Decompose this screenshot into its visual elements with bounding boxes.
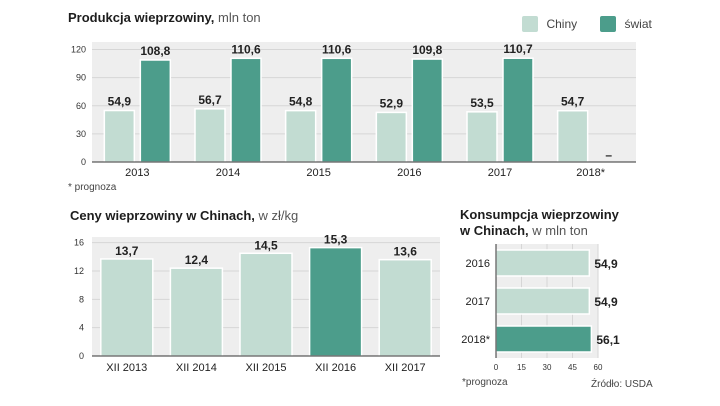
bar-world xyxy=(320,57,353,163)
bar-china xyxy=(466,111,498,163)
production-chart: 0 30 60 90 120 54,9 108,8 2013 56,7 110,6 2014 54,8… xyxy=(71,42,636,179)
data-label: 13,6 xyxy=(394,245,418,259)
x-tick-label: 30 xyxy=(543,363,552,372)
source-label: Źródło: USDA xyxy=(591,379,653,390)
x-tick-label: XII 2017 xyxy=(385,362,426,374)
bar-china xyxy=(375,111,408,163)
prices-title: Ceny wieprzowiny w Chinach, w zł/kg xyxy=(70,208,298,223)
legend-swatch-china xyxy=(522,15,538,32)
price-bar xyxy=(378,258,432,357)
x-tick-label: 2013 xyxy=(125,167,149,179)
bar-china xyxy=(103,109,136,163)
prices-title-text: Ceny wieprzowiny w Chinach, xyxy=(70,208,255,223)
bar-china xyxy=(284,109,317,163)
consumption-title: Konsumpcja wieprzowiny w Chinach, w mln … xyxy=(460,207,619,239)
y-tick-label: 0 xyxy=(81,157,86,167)
x-tick-label: XII 2013 xyxy=(106,362,147,374)
prices-chart: 0 4 8 12 16 13,7 XII 2013 12,4 XII 2014 14,5 XII 2… xyxy=(74,233,440,374)
y-tick-label: 2017 xyxy=(466,296,490,308)
plot-background xyxy=(92,42,636,162)
price-bar xyxy=(308,246,363,357)
data-label: 54,9 xyxy=(594,257,618,271)
y-tick-label: 12 xyxy=(74,266,84,276)
x-tick-label: 2014 xyxy=(216,167,240,179)
production-footnote: * prognoza xyxy=(68,182,117,193)
price-bar xyxy=(239,252,293,357)
consumption-footnote: *prognoza xyxy=(462,377,508,388)
y-tick-label: 60 xyxy=(76,101,86,111)
x-tick-label: 2016 xyxy=(397,167,421,179)
data-label: 53,5 xyxy=(470,96,494,110)
data-label: 52,9 xyxy=(380,96,404,110)
x-tick-label: XII 2014 xyxy=(176,362,217,374)
data-label: 110,6 xyxy=(231,42,261,56)
y-tick-label: 2016 xyxy=(466,258,490,270)
price-bar xyxy=(100,258,154,357)
data-label: 15,3 xyxy=(324,233,348,247)
x-tick-label: XII 2015 xyxy=(246,362,287,374)
production-title: Produkcja wieprzowiny, mln ton xyxy=(68,10,261,25)
data-label: 56,1 xyxy=(596,333,620,347)
data-label: 14,5 xyxy=(254,238,278,252)
x-tick-label: 2015 xyxy=(306,167,330,179)
x-tick-label: 0 xyxy=(494,363,499,372)
data-label: 56,7 xyxy=(198,93,222,107)
y-tick-label: 90 xyxy=(76,73,86,83)
x-tick-label: 45 xyxy=(568,363,577,372)
production-subtitle: mln ton xyxy=(218,10,261,25)
data-label: 54,8 xyxy=(289,95,313,109)
production-legend: Chiny świat xyxy=(522,15,652,33)
bar-world xyxy=(502,57,534,163)
data-label: 109,8 xyxy=(412,43,442,57)
data-label: 110,7 xyxy=(503,42,533,56)
consumption-bar xyxy=(495,287,591,315)
bar-china xyxy=(556,109,589,163)
data-label: 13,7 xyxy=(115,244,139,258)
prices-subtitle: w zł/kg xyxy=(258,208,299,223)
y-tick-label: 120 xyxy=(71,45,86,55)
data-label: 54,9 xyxy=(108,95,132,109)
y-tick-label: 8 xyxy=(79,294,84,304)
data-label: 54,9 xyxy=(594,295,618,309)
y-tick-label: 0 xyxy=(79,351,84,361)
data-label: 12,4 xyxy=(185,253,209,267)
legend-label-china: Chiny xyxy=(546,16,578,31)
x-tick-label: 2018* xyxy=(576,167,605,179)
data-label: 54,7 xyxy=(561,95,585,109)
data-label: 108,8 xyxy=(140,44,170,58)
x-tick-label: 60 xyxy=(594,363,603,372)
y-tick-label: 30 xyxy=(76,129,86,139)
x-tick-label: 2017 xyxy=(488,167,512,179)
consumption-bar xyxy=(495,325,593,353)
legend-swatch-world xyxy=(600,15,617,32)
y-tick-label: 16 xyxy=(74,238,84,248)
data-label: 110,6 xyxy=(322,42,352,56)
legend-label-world: świat xyxy=(624,16,652,31)
y-tick-label: 4 xyxy=(79,323,84,333)
bar-world xyxy=(411,58,444,163)
y-tick-label: 2018* xyxy=(461,334,490,346)
production-title-text: Produkcja wieprzowiny, xyxy=(68,10,215,25)
bar-china xyxy=(194,108,226,163)
x-tick-label: 15 xyxy=(517,363,526,372)
x-tick-label: XII 2016 xyxy=(315,362,356,374)
bar-world xyxy=(230,57,262,163)
consumption-subtitle: w mln ton xyxy=(532,223,588,238)
data-label: – xyxy=(605,148,612,162)
consumption-chart: 0 15 30 45 60 54,9 2016 54,9 2017 56,1 2018* xyxy=(461,244,620,372)
price-bar xyxy=(169,267,224,357)
consumption-title-line2: w Chinach, xyxy=(460,223,529,238)
consumption-bar xyxy=(495,249,591,277)
consumption-title-line1: Konsumpcja wieprzowiny xyxy=(460,207,619,222)
bar-world xyxy=(139,59,172,163)
